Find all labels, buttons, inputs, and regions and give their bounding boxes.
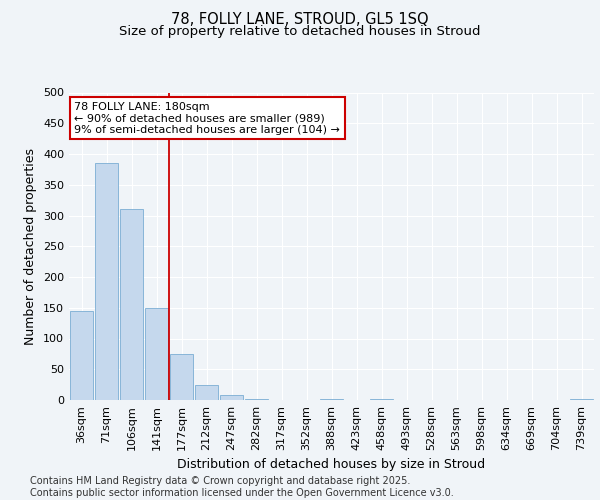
- Bar: [220, 395, 243, 400]
- Text: 78 FOLLY LANE: 180sqm
← 90% of detached houses are smaller (989)
9% of semi-deta: 78 FOLLY LANE: 180sqm ← 90% of detached …: [74, 102, 340, 135]
- Bar: [245, 399, 268, 400]
- Bar: [120, 210, 143, 400]
- Bar: [95, 163, 118, 400]
- Bar: [320, 399, 343, 400]
- Text: Size of property relative to detached houses in Stroud: Size of property relative to detached ho…: [119, 25, 481, 38]
- Bar: [195, 384, 218, 400]
- Text: Contains HM Land Registry data © Crown copyright and database right 2025.
Contai: Contains HM Land Registry data © Crown c…: [30, 476, 454, 498]
- Text: 78, FOLLY LANE, STROUD, GL5 1SQ: 78, FOLLY LANE, STROUD, GL5 1SQ: [171, 12, 429, 28]
- Bar: [145, 308, 168, 400]
- Y-axis label: Number of detached properties: Number of detached properties: [25, 148, 37, 345]
- Bar: [70, 311, 93, 400]
- X-axis label: Distribution of detached houses by size in Stroud: Distribution of detached houses by size …: [178, 458, 485, 471]
- Bar: [170, 354, 193, 400]
